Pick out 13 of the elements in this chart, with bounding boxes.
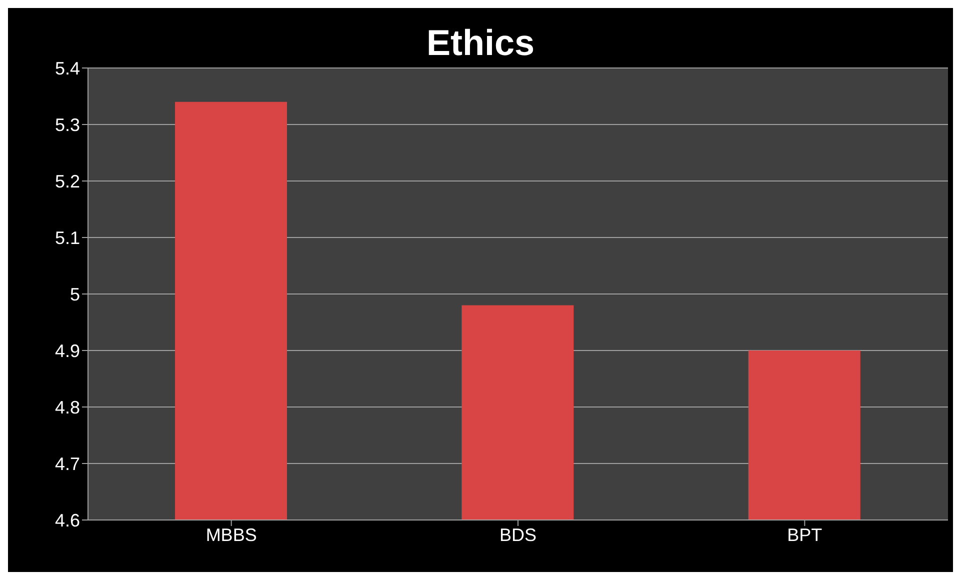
y-tick-label: 4.8 [54,397,80,418]
y-tick-label: 5.2 [54,171,80,192]
y-tick-label: 5.3 [54,114,80,135]
chart-title: Ethics [425,21,536,63]
y-tick-label: 4.6 [54,510,80,530]
x-tick-label: BPT [787,524,822,545]
x-tick-label: BDS [499,524,537,545]
y-tick-label: 4.7 [54,454,80,474]
x-tick-label: MBBS [206,524,257,545]
y-tick-label: 5 [70,284,80,304]
y-tick-label: 5.1 [54,228,80,248]
y-tick-label: 4.9 [54,340,80,361]
y-tick-label: 5.4 [54,58,80,78]
